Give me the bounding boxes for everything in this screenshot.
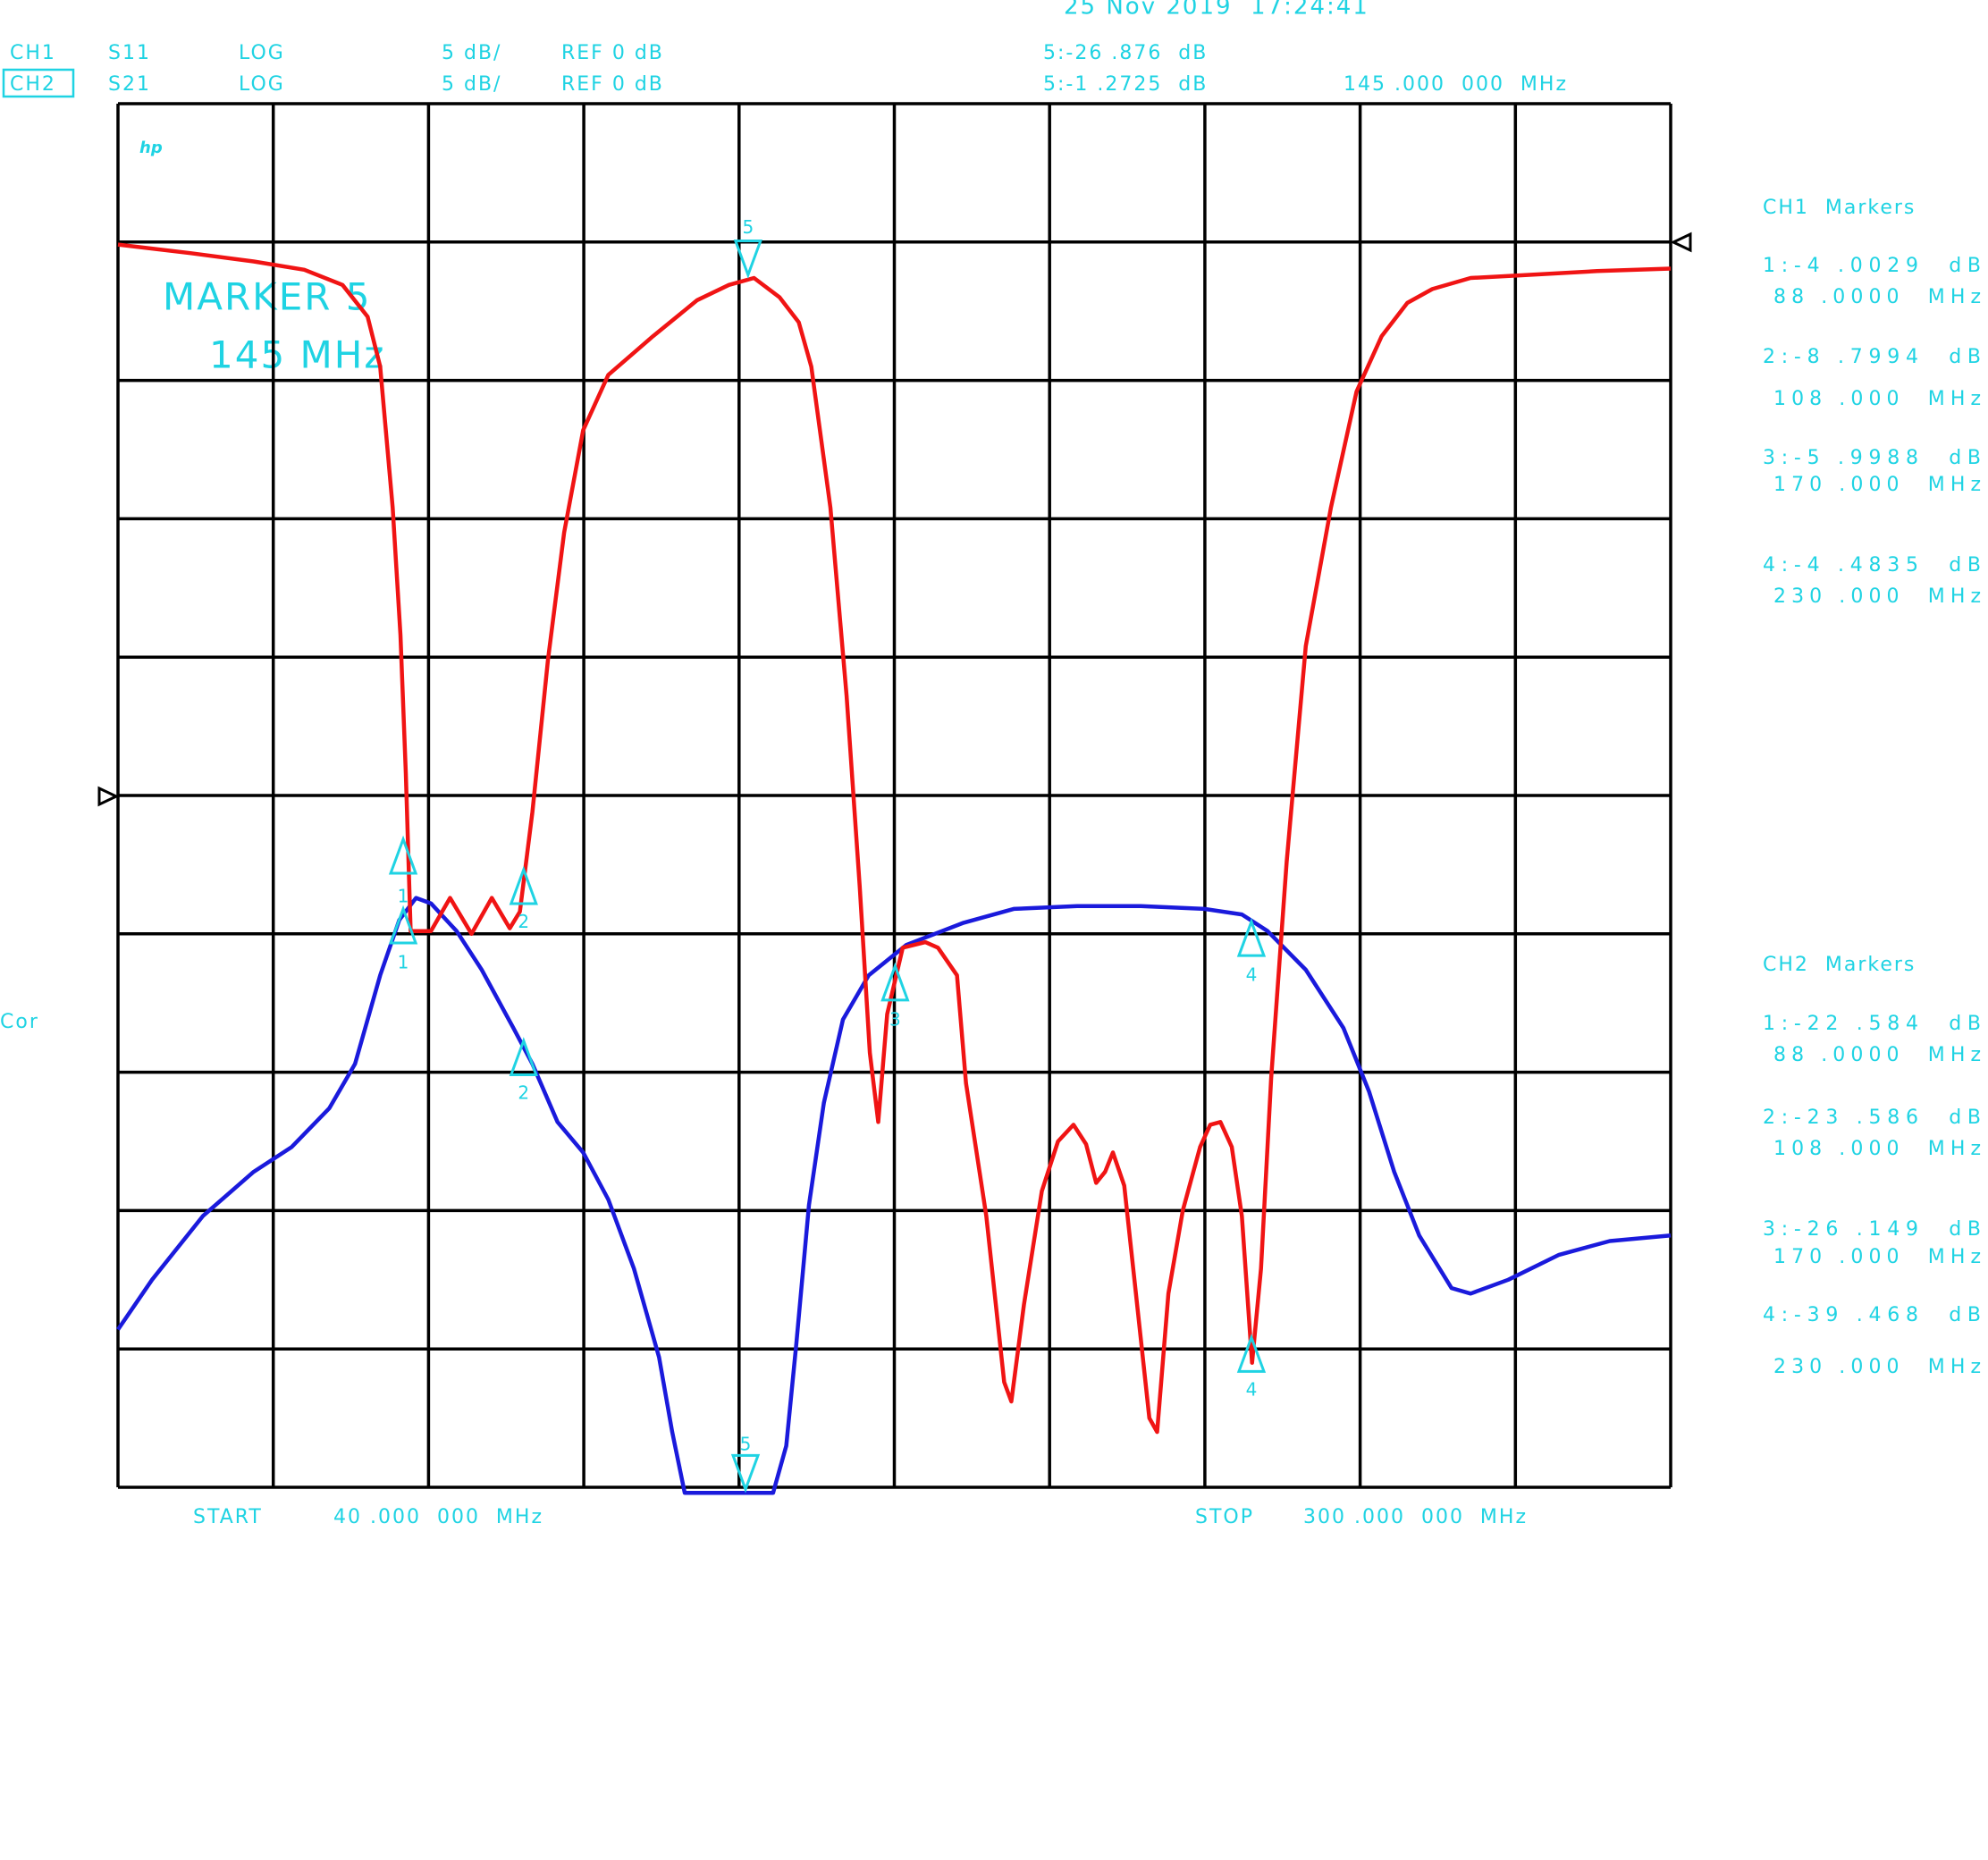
start-label: START <box>193 1506 263 1528</box>
marker-frequency: 230 .000 MHz <box>1773 585 1983 608</box>
marker-table-title: CH2 Markers <box>1763 954 1916 976</box>
logo: hp <box>139 139 163 157</box>
marker-number: 1 <box>398 886 409 907</box>
marker-number: 1 <box>398 951 409 972</box>
marker-number: 4 <box>1246 1378 1258 1400</box>
marker-number: 2 <box>518 911 529 932</box>
marker-frequency: 230 .000 MHz <box>1773 1356 1983 1378</box>
marker-table-title: CH1 Markers <box>1763 197 1916 219</box>
marker-symbol <box>509 1037 538 1077</box>
marker-reading: 4:-39 .468 dB <box>1763 1304 1983 1326</box>
annotation: MARKER 5 <box>163 275 372 319</box>
marker-reading: 2:-23 .586 dB <box>1763 1107 1983 1129</box>
channel-parameter: S21 <box>108 73 151 96</box>
channel-format: LOG <box>239 73 285 96</box>
channel-reference: REF 0 dB <box>561 42 664 64</box>
marker-number: 5 <box>740 1433 752 1454</box>
marker-reading: 1:-22 .584 dB <box>1763 1013 1983 1035</box>
marker-symbol <box>1236 917 1267 957</box>
marker-frequency: 88 .0000 MHz <box>1773 286 1983 308</box>
marker-symbol <box>388 905 418 945</box>
marker-number: 2 <box>518 1082 529 1104</box>
reference-indicator <box>1670 231 1692 253</box>
marker-readout: 5:-1 .2725 dB <box>1043 73 1208 96</box>
marker-number: 4 <box>1246 964 1258 986</box>
marker-frequency: 170 .000 MHz <box>1773 1246 1983 1268</box>
trace <box>117 242 1672 1435</box>
annotation: 145 MHz <box>209 333 385 377</box>
channel-scale: 5 dB/ <box>442 42 501 64</box>
marker-frequency: 88 .0000 MHz <box>1773 1044 1983 1066</box>
marker-symbol <box>880 962 910 1002</box>
start-value: 40 .000 000 MHz <box>333 1506 543 1528</box>
side-label: Cor <box>0 1011 39 1033</box>
reference-indicator <box>97 786 120 807</box>
stop-value: 300 .000 000 MHz <box>1303 1506 1528 1528</box>
channel-label: CH2 <box>10 73 56 96</box>
marker-readout: 5:-26 .876 dB <box>1043 42 1208 64</box>
marker-symbol <box>1236 1334 1267 1373</box>
stop-label: STOP <box>1195 1506 1254 1528</box>
marker-symbol <box>509 865 538 905</box>
marker-symbol <box>730 1453 761 1494</box>
channel-format: LOG <box>239 42 285 64</box>
active-channel-box <box>2 68 75 98</box>
channel-label: CH1 <box>10 42 56 64</box>
channel-parameter: S11 <box>108 42 151 64</box>
marker-frequency: 108 .000 MHz <box>1773 388 1983 410</box>
marker-number: 5 <box>742 216 754 238</box>
marker-frequency: 108 .000 MHz <box>1773 1138 1983 1160</box>
channel-reference: REF 0 dB <box>561 73 664 96</box>
marker-reading: 2:-8 .7994 dB <box>1763 346 1983 368</box>
marker-number: 3 <box>889 1008 901 1030</box>
marker-reading: 4:-4 .4835 dB <box>1763 554 1983 577</box>
marker-reading: 1:-4 .0029 dB <box>1763 255 1983 277</box>
marker-reading: 3:-5 .9988 dB <box>1763 447 1983 469</box>
marker-symbol <box>388 835 418 875</box>
channel-scale: 5 dB/ <box>442 73 501 96</box>
timestamp: 25 Nov 2019 17:24:41 <box>1064 0 1369 21</box>
stimulus-readout: 145 .000 000 MHz <box>1344 73 1568 96</box>
marker-frequency: 170 .000 MHz <box>1773 474 1983 496</box>
marker-reading: 3:-26 .149 dB <box>1763 1218 1983 1241</box>
marker-symbol <box>733 239 763 279</box>
